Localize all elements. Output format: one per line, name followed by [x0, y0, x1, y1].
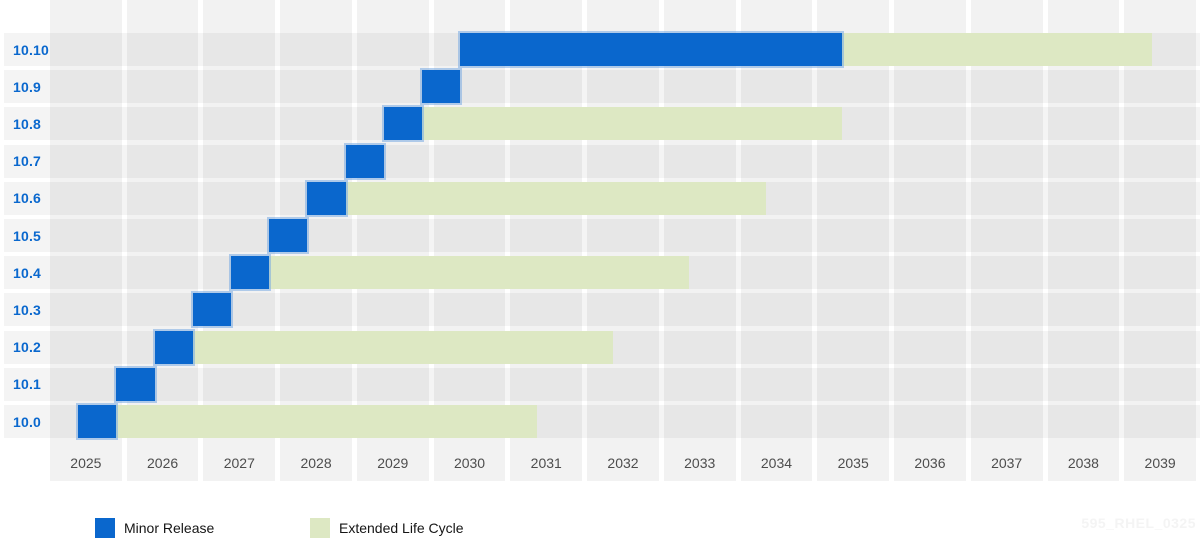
minor-release-bar — [78, 405, 117, 438]
row-label-version: 10.3 — [13, 301, 42, 318]
minor-release-bar — [307, 181, 346, 215]
row-band — [4, 144, 1200, 178]
row-band — [4, 219, 1200, 252]
year-tick-label: 2026 — [147, 455, 179, 471]
extended-life-cycle-bar — [269, 256, 690, 290]
row-label-version: 10.0 — [13, 413, 42, 430]
extended-life-cycle-bar — [422, 107, 843, 141]
minor-release-bar — [192, 293, 232, 327]
minor-release-bar — [231, 256, 270, 290]
row-label-version: 10.2 — [13, 339, 42, 356]
row-label-version: 10.8 — [13, 115, 42, 132]
year-column — [1124, 0, 1196, 481]
year-column — [740, 0, 813, 481]
year-column — [510, 0, 583, 481]
row-label-version: 10.6 — [13, 190, 42, 207]
minor-release-bar — [154, 330, 193, 364]
row-label-version: 10.4 — [13, 264, 42, 281]
legend-label-minor-release: Minor Release — [124, 520, 215, 536]
year-tick-label: 2039 — [1144, 455, 1176, 471]
minor-release-swatch-icon — [95, 518, 115, 538]
minor-release-bar — [345, 144, 384, 178]
year-column — [50, 0, 122, 481]
year-tick-label: 2029 — [377, 455, 409, 471]
row-band — [4, 293, 1200, 327]
extended-life-cycle-bar — [345, 181, 766, 215]
extended-life-cycle-bar — [192, 330, 614, 364]
extended-life-cycle-bar — [116, 405, 537, 438]
year-tick-label: 2036 — [914, 455, 946, 471]
minor-release-bar — [460, 33, 843, 66]
year-column — [970, 0, 1043, 481]
year-column — [203, 0, 276, 481]
year-column — [663, 0, 736, 481]
minor-release-bar — [383, 107, 423, 141]
year-tick-label: 2038 — [1067, 455, 1099, 471]
minor-release-bar — [116, 367, 155, 401]
minor-release-bar — [269, 219, 308, 252]
year-tick-label: 2032 — [607, 455, 639, 471]
extended-life-cycle-bar — [842, 33, 1152, 66]
minor-release-bar — [422, 70, 461, 104]
legend-label-extended-life-cycle: Extended Life Cycle — [339, 520, 464, 536]
year-column — [817, 0, 890, 481]
watermark-text: 595_RHEL_0325 — [1081, 515, 1196, 531]
year-column — [126, 0, 199, 481]
extended-life-cycle-swatch-icon — [310, 518, 330, 538]
year-column — [587, 0, 659, 481]
year-tick-label: 2037 — [991, 455, 1023, 471]
year-tick-label: 2027 — [223, 455, 255, 471]
year-column — [356, 0, 429, 481]
legend-item-extended-life-cycle: Extended Life Cycle — [310, 518, 464, 538]
year-tick-label: 2031 — [530, 455, 562, 471]
row-label-version: 10.5 — [13, 227, 42, 244]
year-tick-label: 2025 — [70, 455, 102, 471]
row-band — [4, 70, 1200, 104]
row-label-version: 10.7 — [13, 153, 42, 170]
row-band — [4, 367, 1200, 401]
year-tick-label: 2028 — [300, 455, 332, 471]
year-column — [894, 0, 966, 481]
legend-item-minor-release: Minor Release — [95, 518, 214, 538]
year-tick-label: 2033 — [684, 455, 716, 471]
year-tick-label: 2035 — [837, 455, 869, 471]
year-tick-label: 2030 — [453, 455, 486, 471]
year-column — [1047, 0, 1120, 481]
row-label-version: 10.10 — [13, 41, 50, 58]
row-label-version: 10.1 — [13, 376, 42, 393]
row-label-version: 10.9 — [13, 78, 42, 95]
year-tick-label: 2034 — [760, 455, 793, 471]
